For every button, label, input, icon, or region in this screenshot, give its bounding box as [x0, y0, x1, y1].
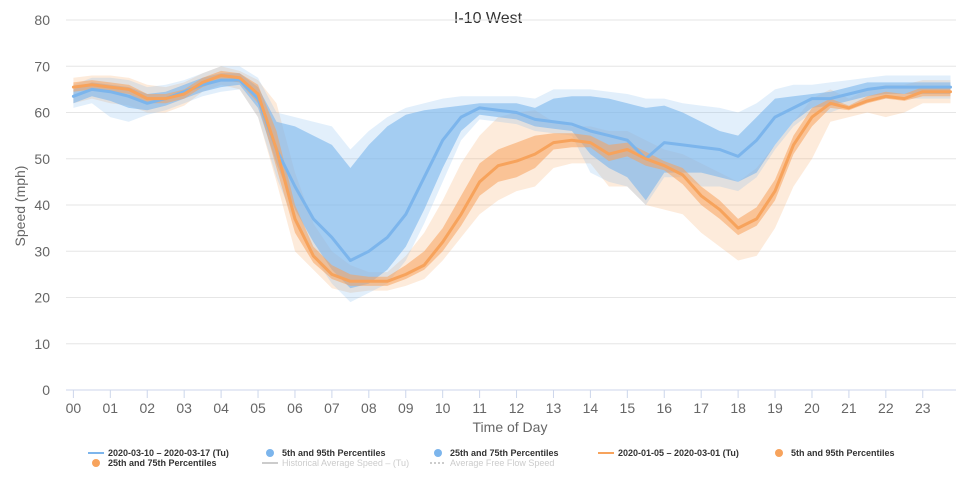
orange-25-75-band — [73, 70, 951, 286]
x-tick-label: 09 — [398, 400, 414, 416]
x-tick-label: 20 — [804, 400, 820, 416]
x-tick-label: 21 — [841, 400, 857, 416]
blue-25-75-band — [73, 73, 951, 289]
legend-item[interactable]: Average Free Flow Speed — [430, 458, 554, 468]
legend-item[interactable]: 2020-01-05 – 2020-03-01 (Tu) — [598, 448, 739, 458]
legend-label: 25th and 75th Percentiles — [108, 458, 217, 468]
x-tick-label: 06 — [287, 400, 303, 416]
x-tick-label: 18 — [730, 400, 746, 416]
blue-5-95-band — [73, 66, 951, 303]
x-tick-label: 03 — [176, 400, 192, 416]
legend-item[interactable]: 5th and 95th Percentiles — [775, 448, 895, 458]
x-tick-label: 00 — [66, 400, 82, 416]
legend-dot-symbol — [775, 449, 783, 457]
y-tick-label: 60 — [34, 105, 50, 121]
legend-label: Average Free Flow Speed — [450, 458, 554, 468]
series-line-1 — [71, 74, 952, 283]
legend: 2020-03-10 – 2020-03-17 (Tu) 5th and 95th… — [88, 448, 895, 468]
x-tick-label: 12 — [509, 400, 525, 416]
y-tick-label: 30 — [34, 243, 50, 259]
y-tick-label: 70 — [34, 58, 50, 74]
x-tick-label: 19 — [767, 400, 783, 416]
legend-dot-symbol — [434, 449, 442, 457]
x-tick-label: 11 — [472, 400, 487, 416]
x-tick-label: 17 — [693, 400, 709, 416]
legend-label: 2020-01-05 – 2020-03-01 (Tu) — [618, 448, 739, 458]
x-tick-label: 15 — [620, 400, 636, 416]
y-tick-label: 80 — [34, 12, 50, 28]
legend-item[interactable]: 2020-03-10 – 2020-03-17 (Tu) — [88, 448, 229, 458]
series-line-0 — [71, 78, 952, 262]
legend-label: Historical Average Speed – (Tu) — [282, 458, 409, 468]
legend-label: 5th and 95th Percentiles — [791, 448, 895, 458]
y-tick-label: 10 — [34, 336, 50, 352]
x-tick-label: 02 — [139, 400, 155, 416]
y-tick-label: 0 — [42, 382, 50, 398]
legend-item[interactable]: 25th and 75th Percentiles — [92, 458, 217, 468]
y-axis-title: Speed (mph) — [12, 166, 28, 247]
legend-label: 25th and 75th Percentiles — [450, 448, 559, 458]
x-tick-label: 23 — [915, 400, 931, 416]
x-tick-label: 04 — [213, 400, 229, 416]
legend-item[interactable]: 25th and 75th Percentiles — [434, 448, 559, 458]
x-tick-label: 05 — [250, 400, 266, 416]
x-tick-label: 16 — [656, 400, 672, 416]
legend-item[interactable]: 5th and 95th Percentiles — [266, 448, 386, 458]
axes: 0 10 20 30 40 50 60 70 80 00 01 02 03 04 05 06 07 08 09 10 1… — [34, 12, 956, 416]
x-tick-label: 08 — [361, 400, 377, 416]
series-lines — [71, 74, 952, 283]
x-tick-label: 14 — [583, 400, 599, 416]
chart-title: I-10 West — [454, 10, 523, 27]
legend-item[interactable]: Historical Average Speed – (Tu) — [262, 458, 409, 468]
percentile-bands — [73, 66, 951, 303]
y-tick-label: 50 — [34, 151, 50, 167]
x-tick-label: 13 — [546, 400, 562, 416]
x-tick-label: 07 — [324, 400, 340, 416]
x-tick-label: 01 — [103, 400, 119, 416]
legend-dot-symbol — [92, 459, 100, 467]
y-tick-label: 40 — [34, 197, 50, 213]
legend-label: 5th and 95th Percentiles — [282, 448, 386, 458]
orange-5-95-band — [73, 66, 951, 293]
x-axis-title: Time of Day — [473, 419, 548, 435]
y-tick-label: 20 — [34, 290, 50, 306]
legend-label: 2020-03-10 – 2020-03-17 (Tu) — [108, 448, 229, 458]
x-tick-label: 22 — [878, 400, 894, 416]
legend-dot-symbol — [266, 449, 274, 457]
x-tick-label: 10 — [435, 400, 451, 416]
